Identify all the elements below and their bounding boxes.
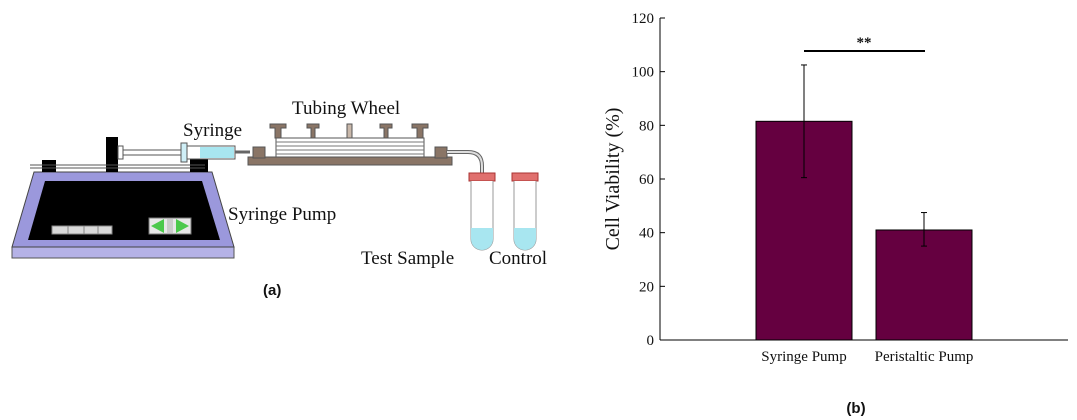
significance-annotation: ** [804,35,925,52]
x-ticks: Syringe Pump Peristaltic Pump [761,349,973,365]
chart-axes [659,18,1068,341]
x-tick-label: Syringe Pump [761,349,846,365]
pump-pusher [106,137,118,172]
wheel-base [247,156,453,166]
pump-base [11,246,235,259]
significance-stars: ** [857,35,872,51]
panel-b-chart: 0 20 40 60 80 100 120 Syringe Pump Peristaltic … [602,11,1068,417]
y-tick-label: 60 [639,172,654,188]
panel-b-caption: (b) [846,400,865,417]
pump-clamp-left [42,160,56,172]
pump-display [51,225,113,235]
test-sample-tube [468,172,496,251]
y-axis-label: Cell Viability (%) [602,108,624,251]
y-tick-label: 40 [639,226,654,242]
label-syringe-pump: Syringe Pump [228,204,336,225]
label-control: Control [489,248,547,269]
panel-a-schematic: Syringe Tubing Wheel Syringe Pump Test S… [11,98,547,299]
syringe-pump [11,137,235,259]
label-syringe: Syringe [183,120,242,141]
bars [755,64,973,341]
y-tick-label: 120 [632,11,655,27]
y-ticks: 0 20 40 60 80 100 120 [632,11,665,349]
control-tube [511,172,539,251]
y-tick-label: 100 [632,65,655,81]
bar-peristaltic-pump [875,229,973,341]
label-test-sample: Test Sample [361,248,454,269]
tubing-wheel [247,123,484,175]
label-tubing-wheel: Tubing Wheel [292,98,400,119]
x-tick-label: Peristaltic Pump [875,349,974,365]
y-tick-label: 20 [639,279,654,295]
pump-arrow-buttons-icon [148,217,192,235]
y-tick-label: 0 [647,333,655,349]
y-tick-label: 80 [639,118,654,134]
syringe [117,142,250,163]
panel-a-caption: (a) [263,282,281,299]
